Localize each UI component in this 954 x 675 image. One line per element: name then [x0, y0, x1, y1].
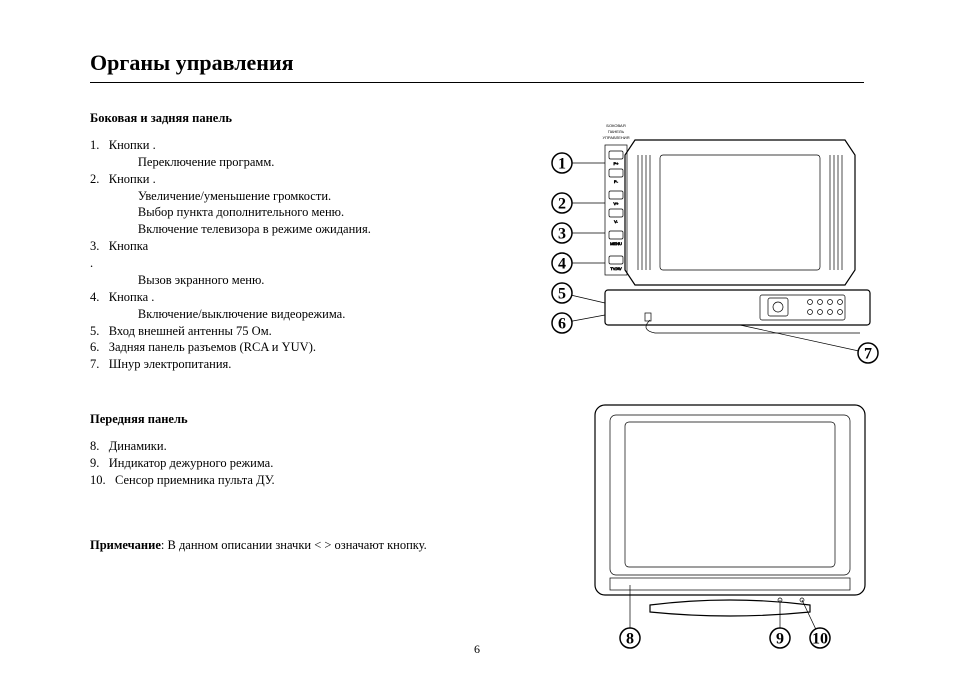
note: Примечание: В данном описании значки < >… [90, 537, 490, 554]
panel-label-line3: УПРАВЛЕНИЯ [602, 135, 629, 140]
list-item: 3. Кнопка . Вызов экранного меню. [90, 238, 490, 289]
svg-text:10: 10 [812, 631, 828, 648]
note-text: : В данном описании значки < > означают … [161, 538, 427, 552]
svg-text:TV/AV: TV/AV [610, 266, 622, 271]
list-item: 7. Шнур электропитания. [90, 356, 490, 373]
list-item: 5. Вход внешней антенны 75 Ом. [90, 323, 490, 340]
section1-list: 1. Кнопки . Переключение программ.2. Кно… [90, 137, 490, 373]
svg-text:MENU: MENU [610, 241, 622, 246]
svg-text:4: 4 [558, 256, 566, 273]
svg-text:3: 3 [558, 226, 566, 243]
svg-text:V-: V- [614, 219, 618, 224]
note-label: Примечание [90, 538, 161, 552]
svg-text:9: 9 [776, 631, 784, 648]
diagram-front-view: 8 9 10 [580, 400, 880, 650]
svg-text:5: 5 [558, 286, 566, 303]
list-item: 1. Кнопки . Переключение программ. [90, 137, 490, 171]
list-item: 8. Динамики. [90, 438, 490, 455]
svg-text:6: 6 [558, 316, 566, 333]
list-item: 4. Кнопка . Включение/выключение видеоре… [90, 289, 490, 323]
page-number: 6 [474, 642, 480, 657]
list-item: 9. Индикатор дежурного режима. [90, 455, 490, 472]
section2-list: 8. Динамики.9. Индикатор дежурного режим… [90, 438, 490, 489]
panel-label-line2: ПАНЕЛЬ [608, 129, 625, 134]
svg-text:8: 8 [626, 631, 634, 648]
panel-label-line1: БОКОВАЯ [606, 123, 625, 128]
page-title: Органы управления [90, 50, 864, 83]
svg-text:V+: V+ [613, 201, 619, 206]
svg-text:1: 1 [558, 156, 566, 173]
section2-heading: Передняя панель [90, 411, 490, 428]
left-column: Боковая и задняя панель 1. Кнопки . Пере… [90, 110, 490, 554]
list-item: 10. Сенсор приемника пульта ДУ. [90, 472, 490, 489]
svg-text:7: 7 [864, 346, 872, 363]
section1-heading: Боковая и задняя панель [90, 110, 490, 127]
svg-text:P-: P- [614, 179, 619, 184]
svg-text:2: 2 [558, 196, 566, 213]
list-item: 6. Задняя панель разъемов (RCA и YUV). [90, 339, 490, 356]
list-item: 2. Кнопки . Увеличение/уменьшение громко… [90, 171, 490, 239]
diagram-rear-view: БОКОВАЯ ПАНЕЛЬ УПРАВЛЕНИЯ P+ P- V+ V- MENU TV… [550, 115, 880, 365]
svg-text:P+: P+ [613, 161, 619, 166]
